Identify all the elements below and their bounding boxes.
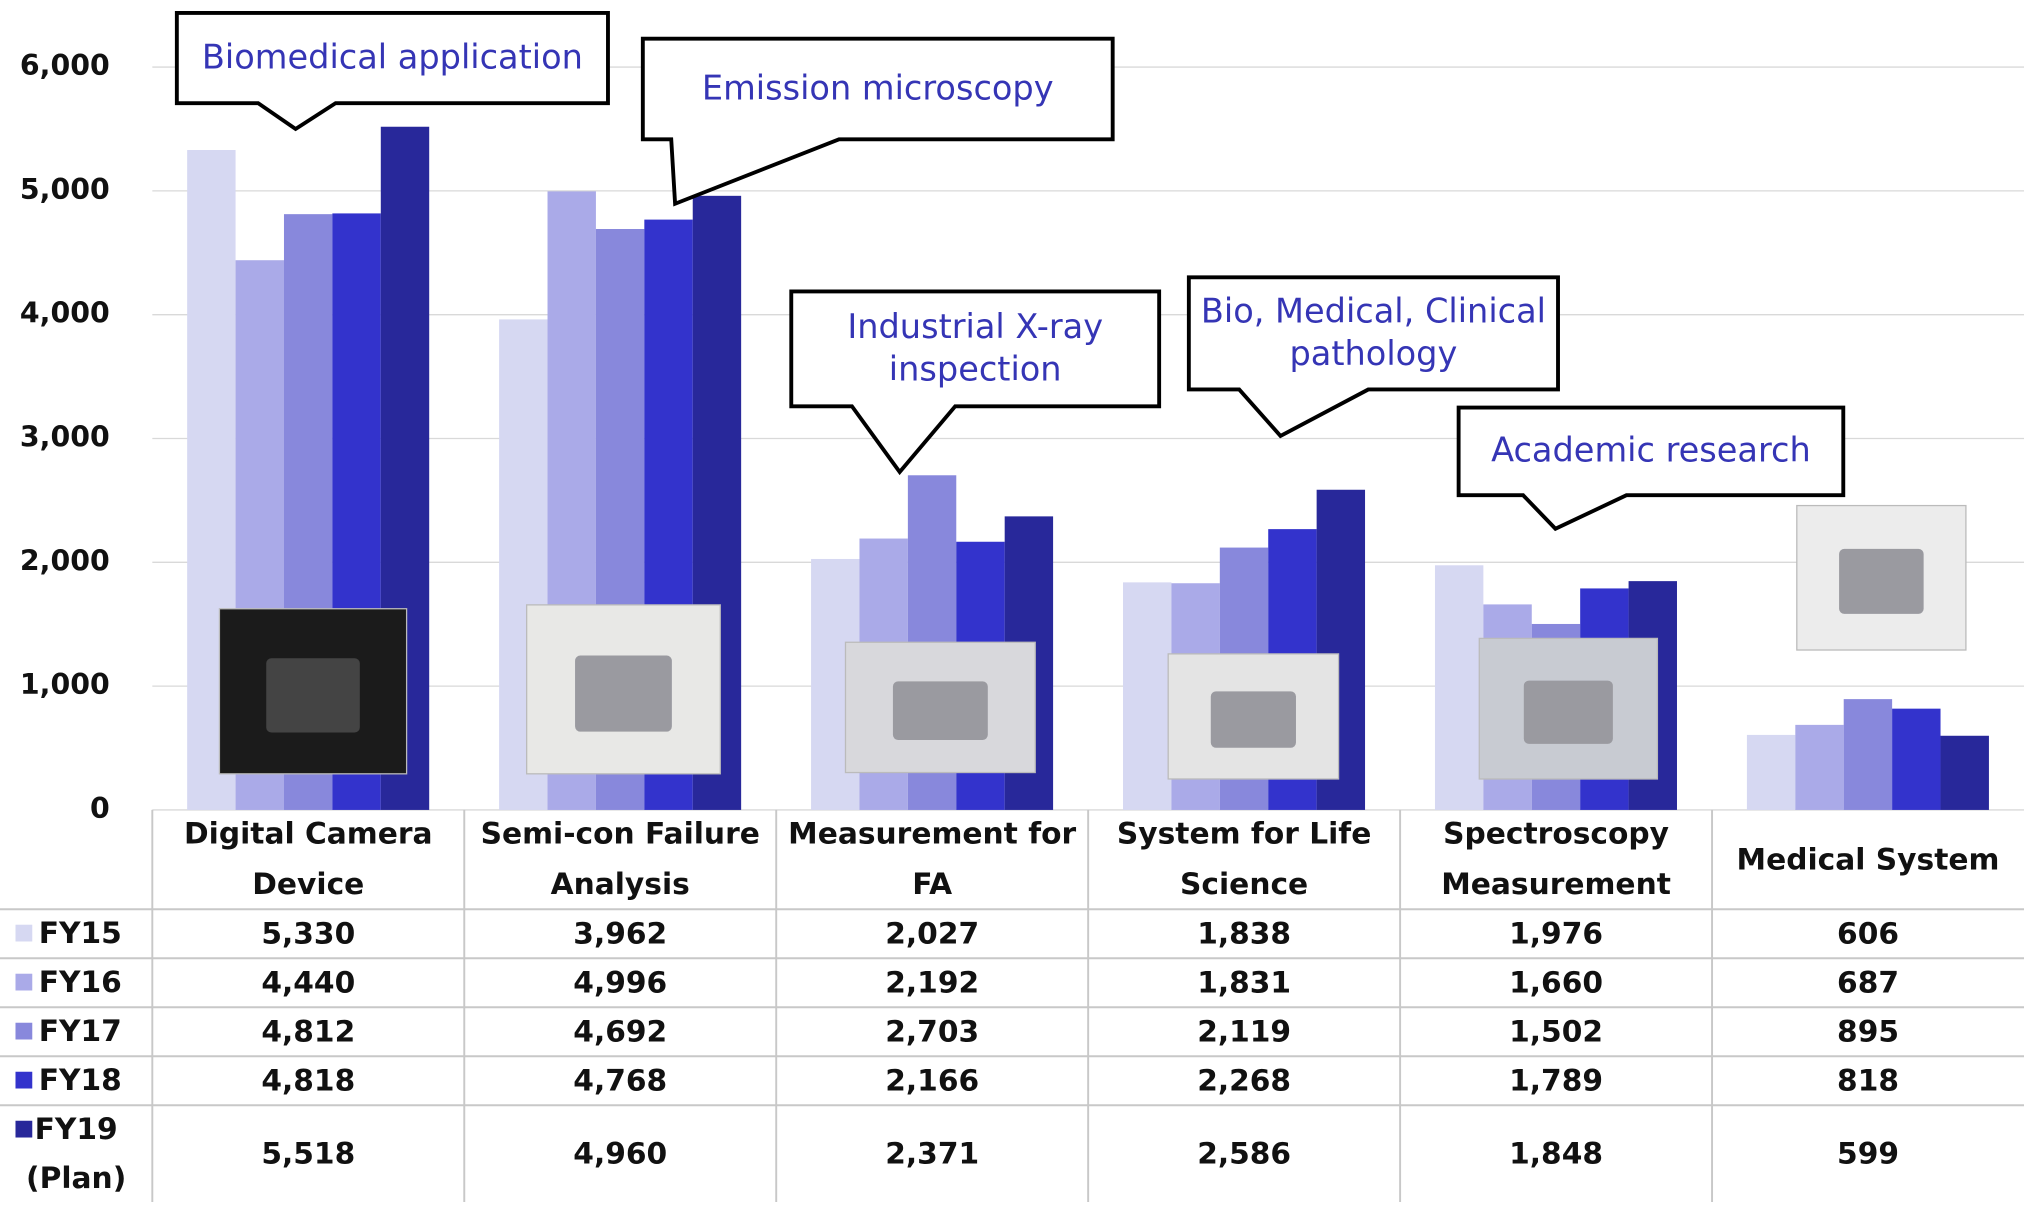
x-tick-label-box: Semi-con Failure Analysis	[480, 817, 760, 902]
callout-text: Industrial X-ray inspection	[847, 307, 1104, 389]
y-tick-label: 2,000	[20, 544, 110, 577]
callout-text-box: Academic research	[1491, 431, 1811, 471]
y-tick-label: 3,000	[20, 421, 110, 454]
callout-text: Bio, Medical, Clinical pathology	[1200, 292, 1546, 374]
bar	[1123, 582, 1172, 810]
data-label: 2,027	[885, 916, 979, 951]
callout-text-box: Bio, Medical, Clinical pathology	[1200, 292, 1546, 374]
x-tick-label-box: Spectroscopy Measurement	[1441, 817, 1671, 902]
data-label: 2,119	[1197, 1014, 1291, 1049]
legend-label-box: FY16	[38, 965, 122, 1000]
y-tick-label: 0	[90, 792, 110, 825]
callout-text: Academic research	[1491, 431, 1811, 471]
bar	[1434, 565, 1484, 810]
legend-label: FY17	[38, 1014, 122, 1049]
x-tick-label: Measurement for FA	[788, 817, 1077, 902]
data-label: 1,789	[1509, 1063, 1603, 1098]
legend-label-box: FY17	[38, 1014, 122, 1049]
product-photo-detail	[1839, 548, 1924, 614]
x-tick-label-box: Measurement for FA	[788, 817, 1077, 902]
callout-shape	[1186, 275, 1560, 439]
bar	[1892, 708, 1941, 810]
data-label: 2,371	[885, 1135, 979, 1170]
legend-swatch	[15, 1071, 33, 1089]
data-label: 3,962	[573, 916, 667, 951]
callout-text: Emission microscopy	[701, 68, 1054, 108]
data-label: 4,812	[261, 1014, 355, 1049]
callout-text-box: Industrial X-ray inspection	[847, 307, 1104, 389]
data-label: 1,848	[1509, 1135, 1603, 1170]
x-tick-label-box: Medical System	[1736, 842, 2000, 877]
data-label: 5,518	[261, 1135, 355, 1170]
legend-swatch	[15, 1022, 33, 1040]
legend-swatch	[15, 973, 33, 991]
legend-swatch	[15, 924, 33, 942]
legend-swatch	[15, 1120, 33, 1138]
data-label: 1,976	[1509, 916, 1603, 951]
product-photo-detail	[892, 681, 988, 740]
y-tick-label: 1,000	[20, 668, 110, 701]
product-photo-detail	[575, 655, 672, 732]
bar	[1843, 699, 1893, 810]
data-label: 4,692	[573, 1014, 667, 1049]
legend-label: FY16	[38, 965, 122, 1000]
legend-label: FY15	[38, 916, 122, 951]
x-tick-label: Digital Camera Device	[184, 817, 433, 902]
y-tick-label: 6,000	[20, 49, 110, 82]
legend-label: FY19 (Plan)	[26, 1112, 127, 1195]
data-label: 1,660	[1509, 965, 1603, 1000]
bar	[1940, 735, 1989, 810]
data-label: 818	[1837, 1063, 1899, 1098]
data-label: 599	[1837, 1135, 1899, 1170]
callout-shape	[789, 289, 1162, 476]
y-tick-label: 5,000	[20, 173, 110, 206]
data-label: 895	[1837, 1014, 1899, 1049]
callout-text-box: Emission microscopy	[701, 68, 1054, 108]
x-tick-label: Semi-con Failure Analysis	[480, 817, 760, 902]
callout-text-box: Biomedical application	[201, 38, 583, 77]
callout-text: Biomedical application	[201, 38, 583, 77]
callout-shape	[1456, 405, 1846, 532]
legend-label-box: FY18	[38, 1064, 122, 1098]
data-label: 4,768	[573, 1063, 667, 1098]
bar	[1795, 724, 1844, 810]
callout-shape	[174, 10, 610, 132]
data-label: 4,440	[261, 965, 355, 1000]
data-label: 5,330	[261, 916, 355, 951]
data-label: 687	[1837, 965, 1899, 1000]
data-label: 1,831	[1197, 965, 1291, 1000]
data-label: 1,838	[1197, 916, 1291, 951]
data-label: 2,192	[885, 965, 979, 1000]
bar	[1746, 734, 1796, 810]
x-tick-label: Medical System	[1736, 842, 2000, 877]
data-label: 4,818	[261, 1063, 355, 1098]
data-label: 2,166	[885, 1063, 979, 1098]
legend-label-box: FY19 (Plan)	[26, 1112, 127, 1195]
data-label: 2,268	[1197, 1063, 1291, 1098]
legend-label-box: FY15	[38, 916, 122, 951]
data-label: 606	[1837, 916, 1899, 951]
product-photo-detail	[266, 658, 360, 733]
x-tick-label: System for Life Science	[1116, 817, 1372, 902]
y-tick-label: 4,000	[20, 297, 110, 330]
x-tick-label: Spectroscopy Measurement	[1441, 817, 1671, 902]
legend-label: FY18	[38, 1064, 122, 1098]
data-label: 2,586	[1197, 1135, 1291, 1170]
x-tick-label-box: Digital Camera Device	[184, 817, 433, 902]
product-photo-detail	[1210, 691, 1296, 748]
x-tick-label-box: System for Life Science	[1116, 817, 1372, 902]
data-label: 2,703	[885, 1014, 979, 1049]
data-label: 1,502	[1509, 1014, 1603, 1049]
product-photo-detail	[1523, 680, 1613, 744]
data-label: 4,960	[573, 1135, 667, 1170]
callout-shape	[640, 36, 1115, 207]
data-label: 4,996	[573, 965, 667, 1000]
